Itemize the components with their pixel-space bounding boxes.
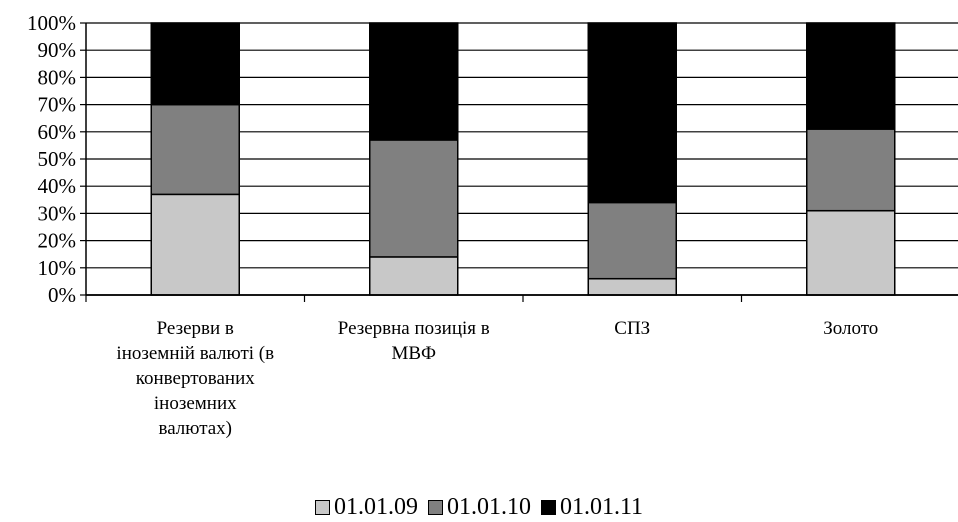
bar-segment xyxy=(369,139,459,258)
bar-segment xyxy=(150,103,240,196)
x-category-label-line: іноземній валюті (в xyxy=(116,343,275,364)
y-tick-label: 30% xyxy=(38,201,77,225)
x-category-label-line: іноземних xyxy=(153,393,237,414)
legend-label: 01.01.10 xyxy=(446,493,531,520)
y-tick-label: 10% xyxy=(38,256,77,280)
x-category-label: СПЗ xyxy=(537,316,727,341)
bar-segment xyxy=(150,193,240,296)
legend-item: 01.01.09 xyxy=(314,493,418,521)
bar-segment xyxy=(806,22,896,130)
legend-label: 01.01.11 xyxy=(559,493,644,520)
y-tick-label: 0% xyxy=(48,283,76,307)
y-tick-label: 60% xyxy=(38,120,77,144)
y-tick-label: 50% xyxy=(38,147,77,171)
bar-segment xyxy=(587,22,677,204)
y-tick-label: 100% xyxy=(27,11,76,35)
y-tick-label: 80% xyxy=(38,65,77,89)
y-tick-label: 90% xyxy=(38,38,77,62)
bar-segment xyxy=(806,209,896,296)
y-tick-label: 20% xyxy=(38,229,77,253)
x-category-label: Резервна позиція в МВФ xyxy=(319,316,509,366)
bar-segment xyxy=(369,256,459,296)
x-category-label: Резерви в іноземній валюті (в конвертовани… xyxy=(100,316,290,441)
x-category-label-line: валютах) xyxy=(158,418,233,439)
x-category-label-line: конвертованих xyxy=(135,368,255,389)
x-category-label-line: СПЗ xyxy=(614,318,651,339)
x-category-label-line: МВФ xyxy=(391,343,437,364)
bar-segment xyxy=(587,277,677,296)
legend-item: 01.01.11 xyxy=(540,493,644,521)
legend-item: 01.01.10 xyxy=(427,493,531,521)
bar-segment xyxy=(806,128,896,212)
bar-segment xyxy=(150,22,240,106)
y-tick-label: 70% xyxy=(38,93,77,117)
y-tick-label: 40% xyxy=(38,174,77,198)
legend-swatch xyxy=(540,499,556,515)
x-category-label-line: Резерви в xyxy=(156,318,234,339)
x-category-label-line: Золото xyxy=(823,318,879,339)
bar-segment xyxy=(369,22,459,141)
legend: 01.01.09 01.01.10 01.01.11 xyxy=(0,492,958,522)
x-category-label: Золото xyxy=(756,316,946,341)
legend-swatch xyxy=(427,499,443,515)
x-category-label-line: Резервна позиція в xyxy=(337,318,490,339)
bar-segment xyxy=(587,201,677,280)
legend-label: 01.01.09 xyxy=(333,493,418,520)
stacked-bar-chart: 0% 10% 20% 30% 40% 50% 60% 70% 80% 90% 100% xyxy=(27,11,958,307)
legend-swatch xyxy=(314,499,330,515)
